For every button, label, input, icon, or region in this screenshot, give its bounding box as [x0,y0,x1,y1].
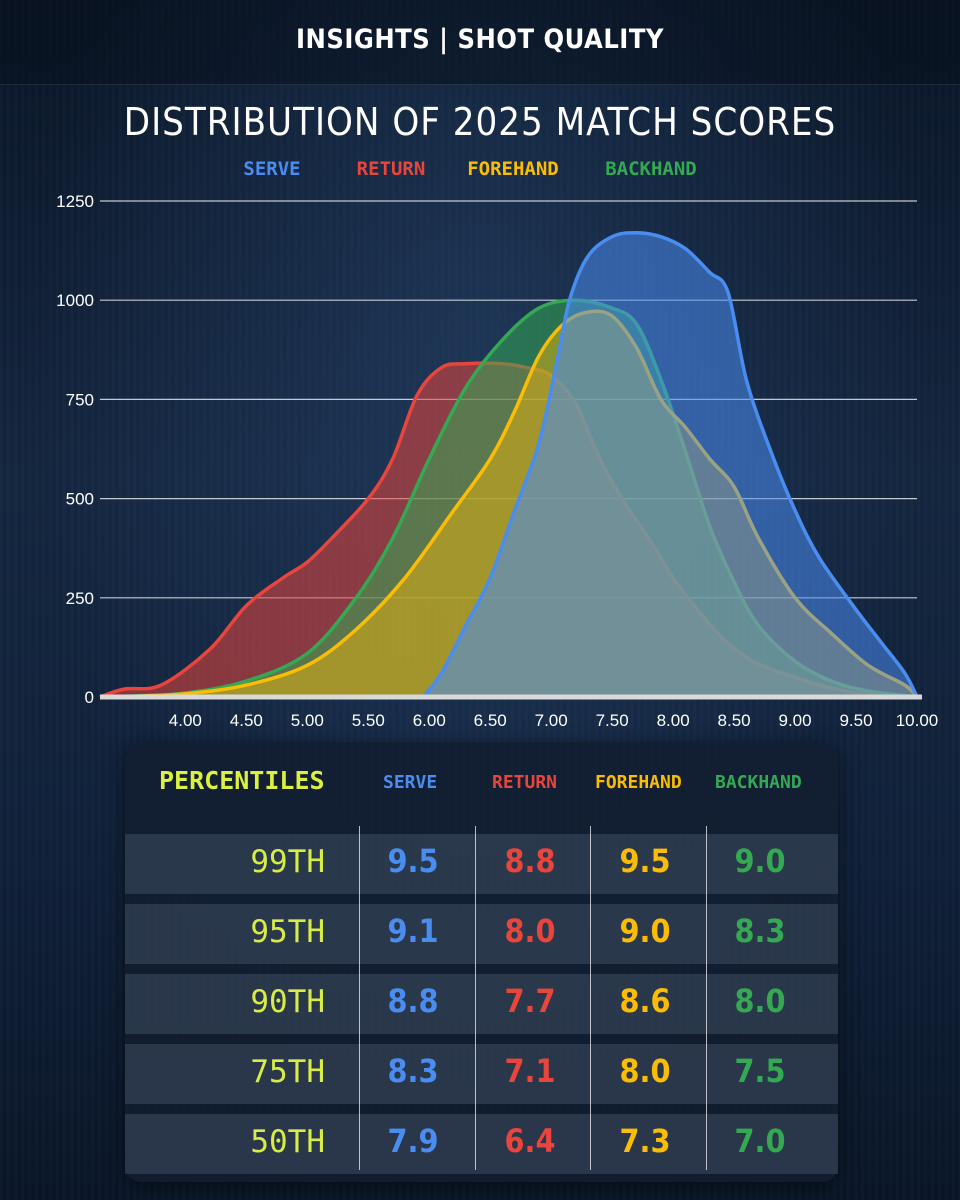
y-tick-label: 1250 [56,192,94,211]
percentiles-panel: PERCENTILES SERVE RETURN FOREHAND BACKHA… [125,742,838,1182]
y-tick-label: 750 [66,390,94,409]
chart-legend: SERVE RETURN FOREHAND BACKHAND [243,158,696,180]
x-tick-label: 5.50 [352,711,385,730]
x-tick-label: 7.00 [535,711,568,730]
x-tick-label: 8.00 [657,711,690,730]
percentile-label: 99TH [250,844,325,880]
line-serve [421,230,919,699]
row-band [125,974,838,1034]
y-tick-label: 0 [85,688,94,707]
y-tick-label: 250 [66,589,94,608]
table-row: 99TH 9.5 8.8 9.5 9.0 [125,830,838,900]
row-band [125,1044,838,1104]
percentile-label: 75TH [250,1054,325,1090]
serve-value: 9.5 [387,842,439,880]
table-row: 75TH 8.3 7.1 8.0 7.5 [125,1040,838,1110]
legend-backhand: BACKHAND [605,158,697,180]
col-header-serve: SERVE [383,772,438,793]
return-value: 8.8 [504,842,556,880]
legend-forehand: FOREHAND [467,158,559,180]
percentiles-title: PERCENTILES [159,766,325,795]
legend-serve: SERVE [243,158,300,180]
x-tick-label: 8.50 [718,711,751,730]
percentiles-rows: 99TH 9.5 8.8 9.5 9.0 95TH 9.1 8.0 9.0 8.… [125,830,838,1180]
forehand-value: 7.3 [619,1122,671,1160]
percentiles-header: PERCENTILES SERVE RETURN FOREHAND BACKHA… [125,742,838,826]
x-tick-label: 10.00 [896,711,939,730]
forehand-value: 8.6 [619,982,671,1020]
backhand-value: 7.5 [734,1052,786,1090]
column-divider [590,826,591,1170]
table-row: 50TH 7.9 6.4 7.3 7.0 [125,1110,838,1180]
header-title: INSIGHTS | SHOT QUALITY [296,24,664,55]
col-header-return: RETURN [492,772,558,793]
percentile-label: 95TH [250,914,325,950]
table-row: 95TH 9.1 8.0 9.0 8.3 [125,900,838,970]
return-value: 6.4 [504,1122,556,1160]
column-divider [475,826,476,1170]
serve-value: 8.3 [387,1052,439,1090]
x-tick-label: 5.00 [291,711,324,730]
serve-value: 8.8 [387,982,439,1020]
distribution-chart: SERVE RETURN FOREHAND BACKHAND 0 250 500 750 10… [56,158,938,730]
forehand-value: 8.0 [619,1052,671,1090]
percentile-label: 50TH [250,1124,325,1160]
backhand-value: 8.3 [734,912,786,950]
serve-value: 9.1 [387,912,439,950]
header-bar: INSIGHTS | SHOT QUALITY [0,0,960,85]
return-value: 7.7 [504,982,556,1020]
x-tick-label: 6.00 [413,711,446,730]
x-tick-label: 4.50 [230,711,263,730]
col-header-backhand: BACKHAND [715,772,802,793]
return-value: 8.0 [504,912,556,950]
y-tick-label: 500 [66,490,94,509]
chart-title: DISTRIBUTION OF 2025 MATCH SCORES [123,100,837,144]
row-band [125,834,838,894]
column-divider [706,826,707,1170]
forehand-value: 9.0 [619,912,671,950]
chart-areas [99,230,922,700]
row-band [125,904,838,964]
x-tick-label: 7.50 [596,711,629,730]
table-row: 90TH 8.8 7.7 8.6 8.0 [125,970,838,1040]
column-divider [359,826,360,1170]
x-tick-label: 9.50 [839,711,872,730]
backhand-value: 9.0 [734,842,786,880]
backhand-value: 8.0 [734,982,786,1020]
row-band [125,1114,838,1174]
col-header-forehand: FOREHAND [595,772,682,793]
y-tick-label: 1000 [56,291,94,310]
forehand-value: 9.5 [619,842,671,880]
legend-return: RETURN [357,158,426,180]
percentile-label: 90TH [250,984,325,1020]
x-tick-label: 6.50 [474,711,507,730]
return-value: 7.1 [504,1052,556,1090]
backhand-value: 7.0 [734,1122,786,1160]
serve-value: 7.9 [387,1122,439,1160]
area-serve [423,232,917,697]
x-tick-label: 4.00 [169,711,202,730]
x-tick-label: 9.00 [779,711,812,730]
chart-ticks: 0 250 500 750 1000 1250 4.00 4.50 5.00 5.50 6.00 6.… [56,192,938,730]
